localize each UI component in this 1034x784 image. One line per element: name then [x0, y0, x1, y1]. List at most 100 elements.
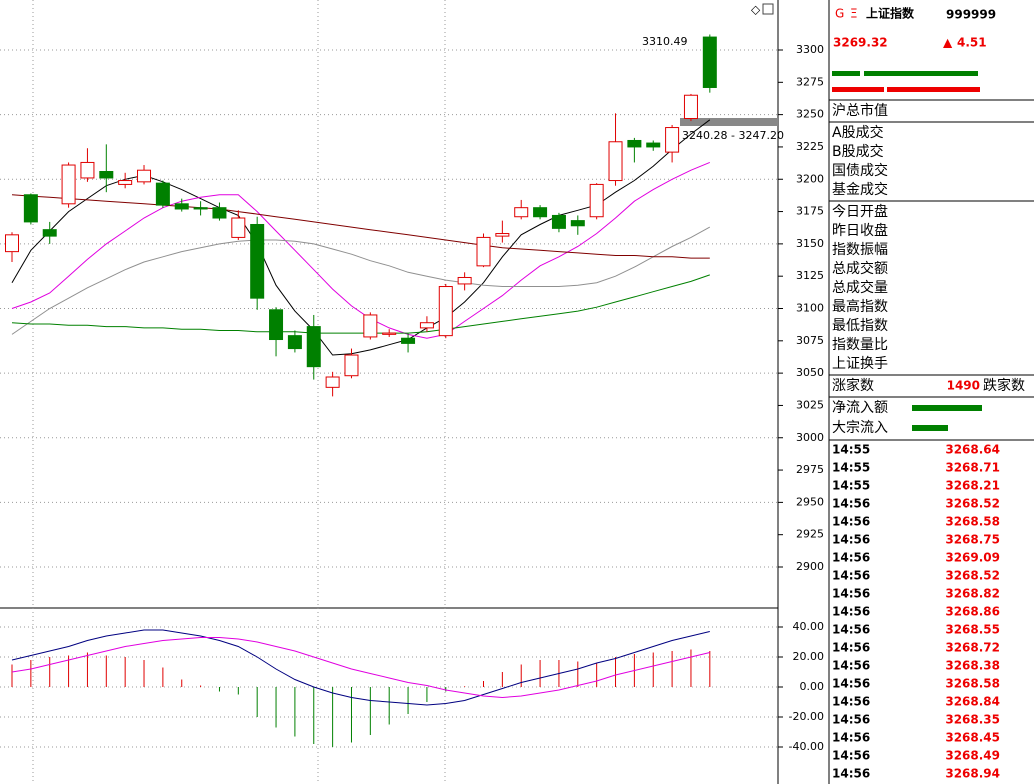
y-tick-label: 3225	[796, 140, 824, 153]
candle-body	[438, 286, 453, 337]
y-tick-label: 3050	[796, 366, 824, 379]
candle-body	[287, 335, 302, 350]
indicator-line	[11, 629, 710, 706]
icon[interactable]: ◇	[751, 3, 761, 17]
candle-body	[344, 354, 359, 377]
y-tick-label: 3275	[796, 75, 824, 88]
tick-time: 14:55	[832, 443, 870, 457]
tick-time: 14:56	[832, 713, 870, 727]
field-label: 指数量比	[832, 337, 888, 353]
y-tick-label: 2925	[796, 528, 824, 541]
tick-price: 3268.52	[945, 569, 1000, 583]
stock-name: 上证指数	[866, 6, 915, 21]
y-tick-label: 3025	[796, 398, 824, 411]
y-tick-label: 3175	[796, 205, 824, 218]
tick-time: 14:55	[832, 461, 870, 475]
y-tick-label: -20.00	[789, 710, 824, 723]
tick-price: 3268.64	[945, 443, 1000, 457]
field-label: 今日开盘	[832, 203, 888, 220]
tick-price: 3268.21	[945, 479, 1000, 493]
tick-time: 14:56	[832, 551, 870, 565]
tick-time: 14:56	[832, 695, 870, 709]
candle-body	[306, 326, 321, 368]
tick-price: 3268.86	[945, 605, 1000, 619]
field-label: 最低指数	[832, 318, 888, 334]
candle-body	[382, 332, 397, 335]
tick-price: 3268.94	[945, 767, 1000, 781]
tick-price: 3268.35	[945, 713, 1000, 727]
tick-time: 14:56	[832, 659, 870, 673]
y-tick-label: 20.00	[793, 650, 825, 663]
candle-body	[419, 322, 434, 329]
close-button[interactable]	[762, 3, 774, 15]
y-tick-label: 3200	[796, 172, 824, 185]
candle-body	[665, 127, 680, 153]
tick-price: 3268.72	[945, 641, 1000, 655]
field-label: 最高指数	[832, 298, 888, 315]
candle-body	[495, 233, 510, 237]
candle-body	[269, 309, 284, 341]
tick-time: 14:56	[832, 731, 870, 745]
y-tick-label: 3125	[796, 269, 824, 282]
bar	[864, 71, 978, 76]
y-tick-label: 2900	[796, 560, 824, 573]
candle-body	[250, 223, 265, 299]
field-label: B股成交	[832, 143, 884, 160]
tick-price: 3268.38	[945, 659, 1000, 673]
tick-time: 14:56	[832, 533, 870, 547]
candle-body	[325, 376, 340, 388]
tick-time: 14:56	[832, 605, 870, 619]
field-label: 总成交量	[832, 279, 888, 296]
candle-body	[702, 36, 717, 88]
field-label: 上证换手	[832, 355, 888, 372]
candle-body	[683, 94, 698, 120]
tick-time: 14:56	[832, 569, 870, 583]
candle-body	[80, 161, 95, 179]
indicator-line	[11, 194, 710, 259]
candle-body	[193, 207, 208, 210]
y-tick-label: 0.00	[800, 680, 825, 693]
candle-body	[118, 180, 133, 185]
bar	[887, 87, 980, 92]
field-label: 基金成交	[832, 181, 888, 198]
y-tick-label: 3100	[796, 302, 824, 315]
candle-body	[23, 194, 38, 223]
candle-body	[5, 234, 19, 253]
bar	[832, 87, 884, 92]
tick-price: 3268.58	[945, 677, 1000, 691]
tick-time: 14:56	[832, 767, 870, 781]
candle-body	[231, 217, 246, 238]
icon[interactable]: G	[835, 7, 844, 21]
indicator-line	[11, 637, 710, 699]
up-label: 涨家数	[832, 377, 874, 394]
y-tick-label: -40.00	[789, 740, 824, 753]
y-tick-label: 2975	[796, 463, 824, 476]
candle-body	[401, 337, 416, 344]
y-tick-label: 40.00	[793, 620, 825, 633]
field-label: 昨日收盘	[832, 222, 888, 239]
candle-body	[174, 203, 189, 210]
tick-price: 3268.55	[945, 623, 1000, 637]
tick-price: 3268.75	[945, 533, 1000, 547]
field-label: 总成交额	[832, 260, 888, 277]
price-range-box	[680, 118, 778, 126]
annotation: 3240.28 - 3247.20	[682, 129, 784, 142]
flow-label: 净流入额	[832, 400, 888, 416]
field-label: 沪总市值	[832, 102, 888, 119]
up-count: 1490	[947, 379, 980, 393]
down-label: 跌家数	[983, 377, 1025, 394]
price: 3269.32	[833, 36, 888, 50]
icon[interactable]: Ξ	[850, 7, 858, 21]
candle-body	[646, 142, 661, 148]
candle-body	[42, 229, 57, 237]
flow-bar	[912, 405, 982, 411]
field-label: A股成交	[832, 124, 884, 141]
tick-time: 14:56	[832, 587, 870, 601]
tick-time: 14:56	[832, 677, 870, 691]
y-tick-label: 3150	[796, 237, 824, 250]
bar	[832, 71, 860, 76]
tick-price: 3268.45	[945, 731, 1000, 745]
tick-price: 3268.52	[945, 497, 1000, 511]
